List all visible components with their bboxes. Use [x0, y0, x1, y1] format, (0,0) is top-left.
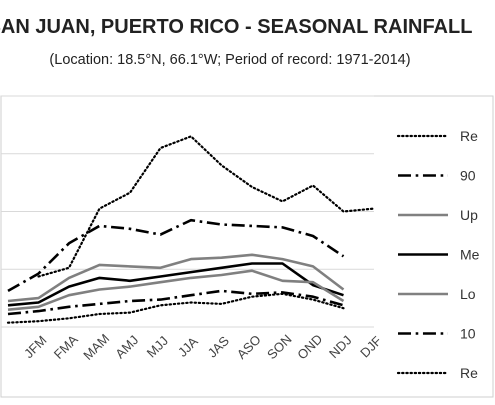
chart-title: SAN JUAN, PUERTO RICO - SEASONAL RAINFAL… [0, 16, 472, 38]
legend-label: Me [460, 247, 480, 263]
legend-label: Lo [460, 286, 476, 302]
series-line-6 [7, 289, 344, 316]
legend: Re 90 Up Me Lo 10 Re [396, 128, 480, 381]
series-line-1 [37, 135, 376, 278]
legend-label: Re [460, 365, 478, 381]
plot-area [6, 135, 376, 324]
legend-label: 90 [460, 168, 476, 184]
chart-subtitle: (Location: 18.5°N, 66.1°W; Period of rec… [49, 52, 410, 68]
series-line-4 [7, 262, 344, 307]
series-line-7 [6, 292, 345, 324]
series-line-5 [7, 269, 345, 311]
legend-label: Re [460, 128, 478, 144]
series-line-2 [7, 218, 345, 293]
series-line-3 [7, 253, 345, 303]
legend-label: Up [460, 207, 478, 223]
legend-label: 10 [460, 326, 476, 342]
